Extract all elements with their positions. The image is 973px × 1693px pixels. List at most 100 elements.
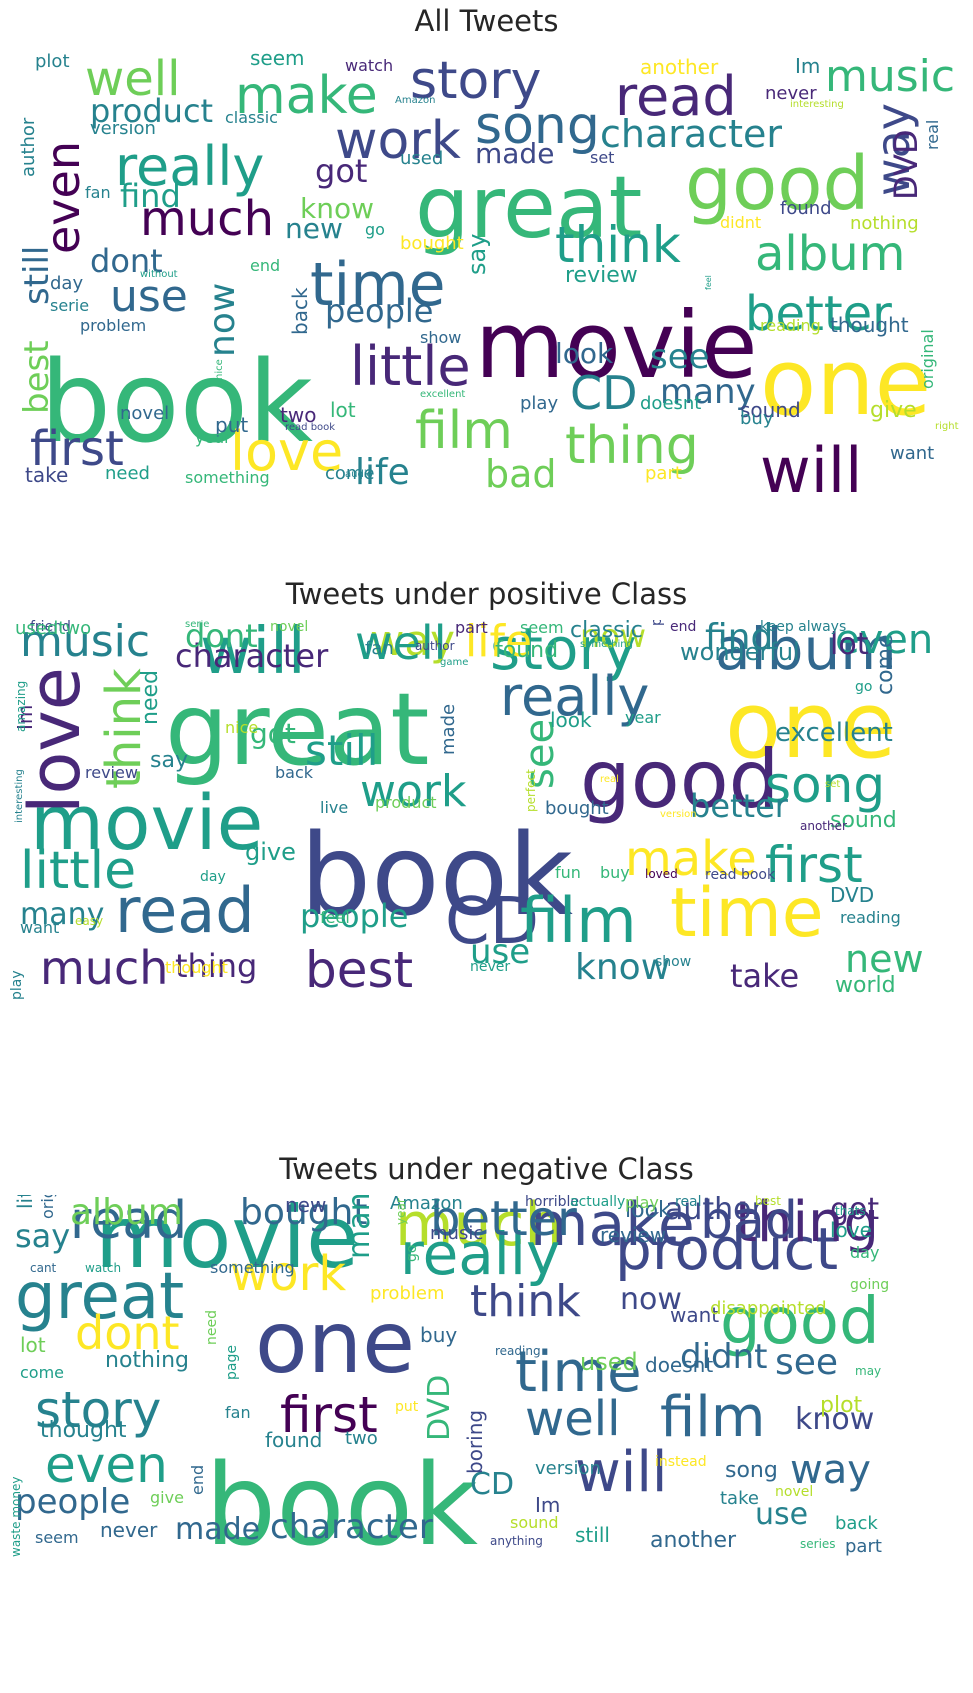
word: story	[410, 51, 542, 111]
word: bought	[400, 233, 464, 254]
word: another	[800, 819, 847, 833]
word: sound	[740, 398, 801, 422]
word: dont	[75, 1306, 180, 1360]
word: never	[470, 959, 511, 975]
word: good	[720, 1285, 880, 1359]
word: way	[790, 1447, 871, 1493]
word: little	[350, 335, 471, 398]
word: product	[615, 1215, 839, 1283]
word: will	[760, 434, 863, 496]
word: year	[625, 708, 661, 727]
word: first	[765, 836, 863, 894]
word: find	[705, 620, 774, 658]
word: classic	[225, 108, 278, 127]
word: actually	[570, 1195, 626, 1210]
word: see	[775, 1342, 839, 1383]
word: fan	[85, 183, 111, 202]
word: still	[305, 726, 379, 775]
word: seem	[35, 1528, 79, 1547]
word: think	[470, 1276, 581, 1327]
word: character	[600, 112, 782, 156]
word: make	[530, 1195, 695, 1260]
word: interesting	[790, 99, 844, 110]
word: buy	[600, 863, 630, 882]
word: year	[394, 1197, 408, 1225]
word: right	[935, 421, 959, 432]
panel-positive-class: Tweets under positive Class book great one…	[10, 577, 963, 1040]
word: best	[755, 1195, 781, 1208]
word: end	[188, 1464, 207, 1495]
word: review	[600, 1223, 667, 1247]
word: set	[825, 779, 841, 790]
word: people	[15, 1482, 131, 1522]
word-cloud: book great one good movie love time CD film album…	[10, 620, 963, 1040]
word: dont	[185, 620, 258, 655]
word: feel	[320, 908, 350, 927]
word: first	[280, 1386, 378, 1444]
panel-title: Tweets under negative Class	[279, 1152, 694, 1186]
word: anything	[490, 1534, 543, 1548]
word: day	[850, 1243, 880, 1262]
word: thought	[40, 1418, 127, 1443]
word: album	[70, 1195, 183, 1233]
word: still	[575, 1523, 610, 1547]
word: used	[400, 148, 444, 169]
word: really	[500, 665, 650, 728]
word: even	[45, 1436, 168, 1494]
word: thought	[165, 958, 228, 977]
word: seem	[250, 46, 305, 70]
word: thing	[565, 416, 699, 476]
word: easy	[75, 914, 104, 928]
word: author	[665, 1195, 764, 1227]
word: many	[20, 897, 105, 932]
word: got	[250, 717, 296, 750]
word: well	[525, 1391, 621, 1447]
word: excellent	[420, 389, 466, 400]
word: thing	[175, 947, 258, 985]
word: many	[342, 1195, 377, 1260]
word: look	[555, 337, 614, 370]
word: going	[850, 1277, 890, 1293]
word: world	[835, 973, 896, 998]
word: watch	[345, 56, 394, 75]
word: something	[185, 468, 270, 487]
word: found	[780, 198, 832, 219]
word: boring	[463, 1410, 487, 1475]
word: nothing	[850, 213, 919, 234]
word: DVD	[422, 1374, 457, 1441]
word: one	[760, 329, 932, 436]
word: book	[40, 338, 313, 468]
word: music	[20, 620, 151, 667]
word: better	[430, 1195, 577, 1247]
word-cloud: book movie one great good much make really produ…	[10, 1195, 963, 1685]
word: didnt	[680, 1337, 768, 1377]
word: day	[200, 869, 226, 885]
word: read	[115, 874, 255, 947]
word: thing	[735, 1195, 880, 1255]
word: new	[285, 1195, 327, 1217]
word: end	[670, 620, 697, 635]
word: audio	[345, 469, 373, 480]
word: read	[615, 65, 737, 128]
word: one	[725, 672, 897, 779]
word: best	[305, 941, 414, 999]
word: made	[175, 1512, 261, 1547]
word: thought	[830, 313, 909, 337]
word: use	[470, 932, 531, 972]
word: know	[575, 947, 671, 988]
word: review	[565, 263, 638, 288]
word: come	[20, 1363, 65, 1382]
word: excellent	[775, 718, 893, 748]
word: part	[455, 620, 488, 637]
word: used	[580, 1348, 638, 1376]
word: time	[515, 1340, 642, 1405]
word: movie	[475, 292, 758, 399]
word: wonderful	[680, 638, 800, 666]
word: want	[670, 1303, 720, 1327]
word: now	[620, 1282, 682, 1317]
word: day	[50, 273, 84, 294]
word: got	[315, 152, 368, 190]
word: take	[25, 463, 69, 487]
word: give	[245, 838, 296, 866]
